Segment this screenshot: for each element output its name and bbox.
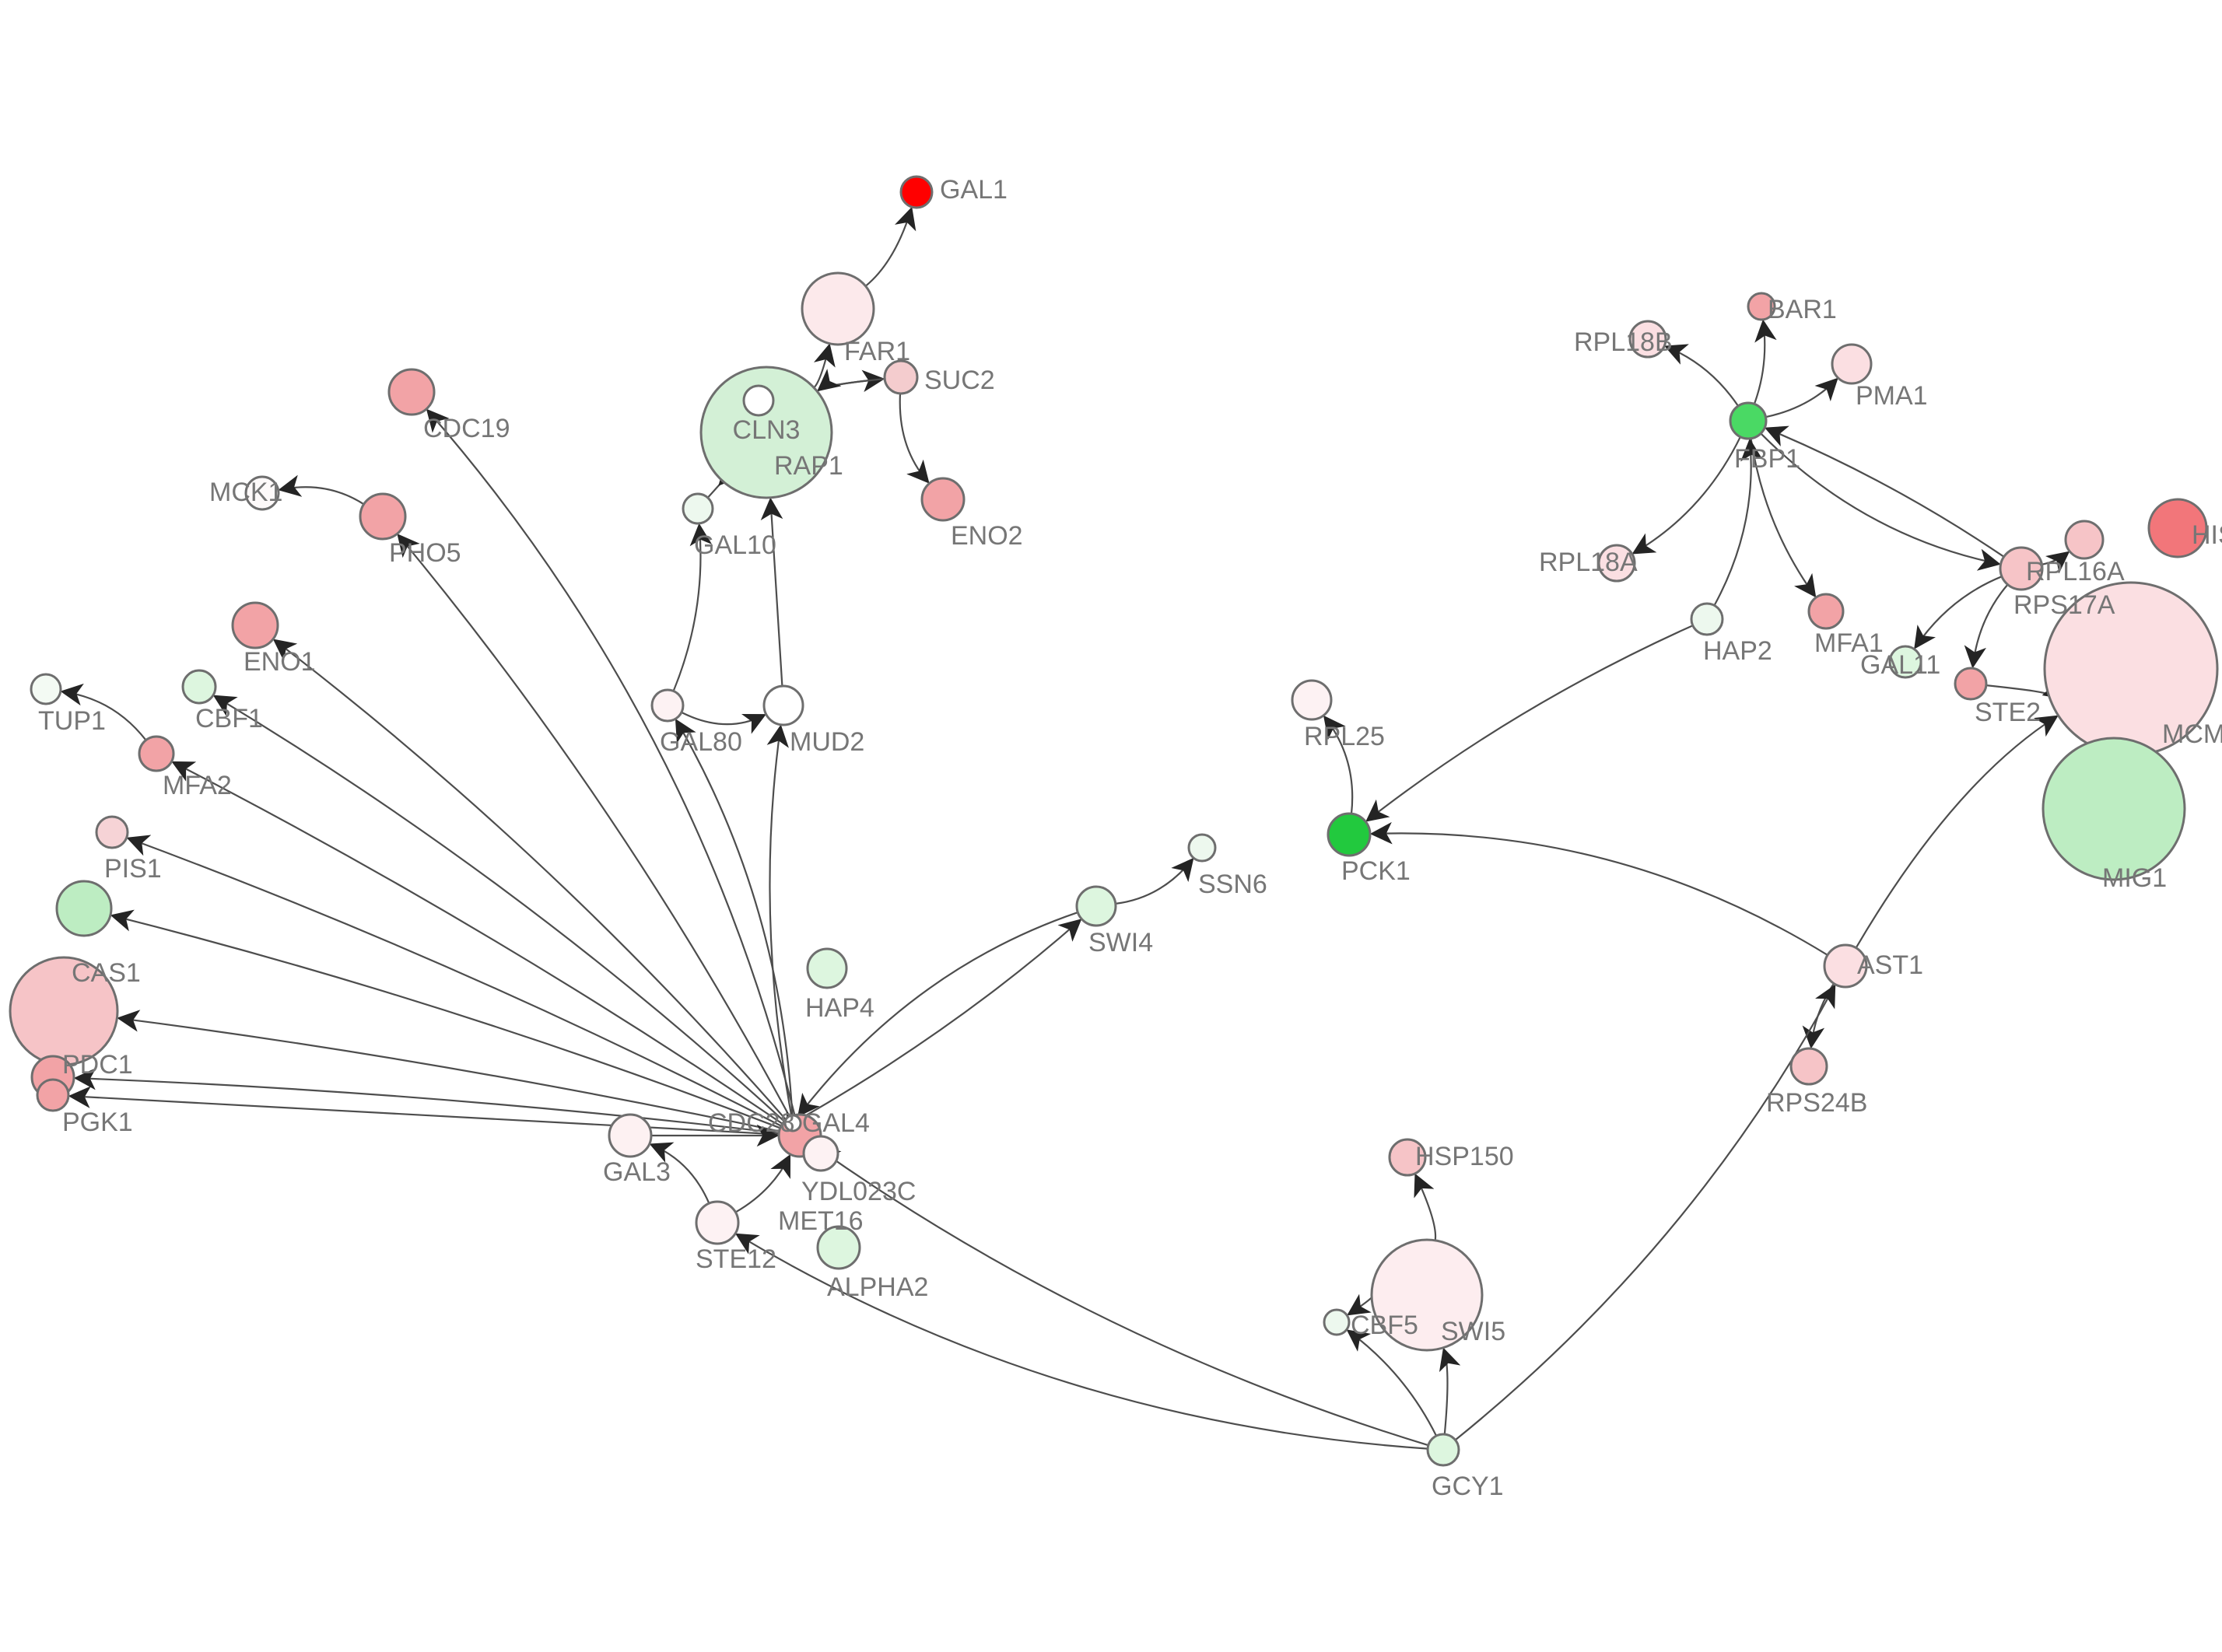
svg-text:STE2: STE2	[1975, 698, 2041, 727]
svg-text:PIS1: PIS1	[104, 854, 162, 884]
svg-text:MCM1: MCM1	[2162, 719, 2222, 749]
svg-text:SSN6: SSN6	[1198, 870, 1267, 899]
svg-text:GAL1: GAL1	[940, 175, 1008, 205]
svg-text:RPS24B: RPS24B	[1766, 1088, 1867, 1118]
svg-text:CBF1: CBF1	[195, 704, 263, 733]
svg-text:GCY1: GCY1	[1432, 1472, 1504, 1501]
svg-text:GAL10: GAL10	[694, 530, 776, 560]
svg-text:MIG1: MIG1	[2102, 863, 2167, 893]
svg-text:MCK1: MCK1	[209, 478, 282, 507]
svg-text:PCK1: PCK1	[1341, 856, 1411, 886]
svg-text:RPL16A: RPL16A	[2026, 557, 2125, 586]
svg-text:CBF5: CBF5	[1351, 1311, 1418, 1340]
svg-text:ENO2: ENO2	[951, 521, 1023, 551]
svg-text:SWI5: SWI5	[1441, 1317, 1505, 1346]
svg-text:ALPHA2: ALPHA2	[827, 1272, 928, 1302]
svg-text:ENO1: ENO1	[244, 647, 316, 677]
svg-text:SWI4: SWI4	[1088, 928, 1153, 957]
svg-text:RPL25: RPL25	[1304, 722, 1385, 751]
svg-text:FBP1: FBP1	[1734, 444, 1800, 474]
svg-text:PDC1: PDC1	[62, 1050, 133, 1080]
svg-text:RPS17A: RPS17A	[2013, 590, 2115, 620]
svg-text:AST1: AST1	[1857, 950, 1923, 980]
svg-text:CAS1: CAS1	[72, 958, 141, 988]
svg-text:GAL3: GAL3	[603, 1157, 671, 1187]
svg-text:MUD2: MUD2	[790, 727, 864, 757]
svg-text:HSP150: HSP150	[1415, 1142, 1514, 1171]
svg-text:RPL18A: RPL18A	[1539, 548, 1638, 577]
svg-text:CDC19: CDC19	[423, 414, 510, 443]
svg-text:RAP1: RAP1	[774, 451, 843, 481]
svg-text:SUC2: SUC2	[924, 366, 995, 395]
svg-text:PHO5: PHO5	[389, 538, 461, 568]
svg-text:YDL023C: YDL023C	[801, 1177, 916, 1206]
svg-text:FAR1: FAR1	[844, 337, 910, 366]
svg-text:PGK1: PGK1	[62, 1108, 133, 1137]
svg-text:HAP4: HAP4	[805, 993, 874, 1023]
svg-text:MET16: MET16	[778, 1206, 864, 1236]
svg-text:PMA1: PMA1	[1856, 381, 1928, 411]
svg-text:CDC28 GAL4: CDC28 GAL4	[708, 1108, 870, 1138]
svg-text:GAL11: GAL11	[1860, 650, 1940, 680]
svg-text:RPL18B: RPL18B	[1574, 327, 1673, 357]
svg-text:HAP2: HAP2	[1703, 636, 1772, 666]
svg-text:CLN3: CLN3	[733, 415, 801, 445]
svg-text:GAL80: GAL80	[660, 727, 742, 757]
svg-text:HIS4: HIS4	[2192, 520, 2222, 550]
svg-text:TUP1: TUP1	[38, 706, 106, 736]
svg-text:STE12: STE12	[696, 1244, 776, 1274]
svg-text:MFA2: MFA2	[163, 771, 232, 800]
svg-text:BAR1: BAR1	[1768, 295, 1837, 324]
